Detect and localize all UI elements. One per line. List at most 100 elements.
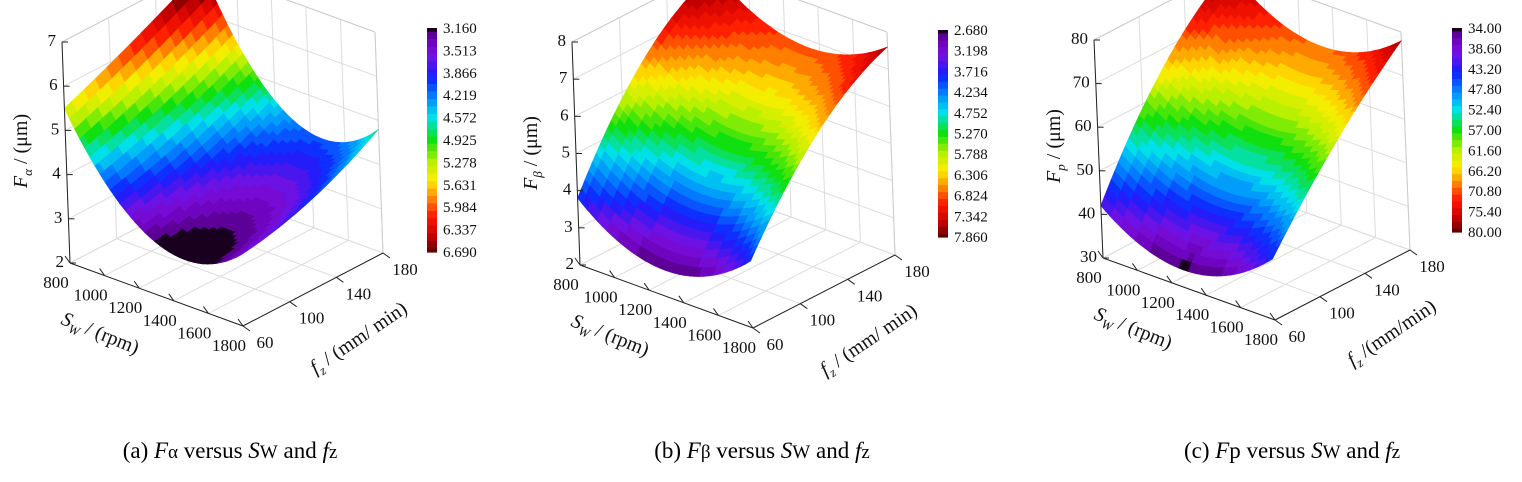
fz-tick-label: 60 — [257, 333, 274, 352]
colorbar-segment — [1452, 48, 1462, 53]
colorbar-segment — [938, 185, 948, 190]
colorbar-tick-label: 5.270 — [954, 127, 988, 143]
colorbar-tick-label: 7.860 — [954, 230, 988, 246]
sw-tick-label: 1400 — [653, 313, 687, 332]
colorbar-segment — [1452, 201, 1462, 206]
colorbar-segment — [1452, 65, 1462, 70]
fz-tick-label: 60 — [767, 335, 784, 354]
caption-segment: (a) — [122, 438, 154, 463]
colorbar-segment — [427, 106, 437, 111]
fz-tick-label: 100 — [810, 311, 836, 330]
top-left-edge — [571, 0, 655, 43]
colorbar-segment — [938, 181, 948, 186]
fz-tick — [289, 301, 297, 308]
colorbar-segment — [1452, 92, 1462, 97]
colorbar-segment — [938, 233, 948, 238]
colorbar-segment — [1452, 181, 1462, 185]
colorbar-segment — [1452, 215, 1462, 219]
colorbar-segment — [1452, 62, 1462, 66]
colorbar-segment — [938, 164, 948, 169]
sw-tick — [1097, 250, 1104, 259]
sw-axis-title-unit: / (rpm) — [587, 318, 652, 361]
floor-gridline — [1205, 224, 1342, 296]
sw-tick-label: 1200 — [618, 300, 652, 319]
colorbar-segment — [938, 102, 948, 107]
colorbar-segment — [938, 178, 948, 183]
colorbar-segment — [938, 195, 948, 200]
colorbar-segment — [1452, 68, 1462, 73]
colorbar-segment — [938, 99, 948, 104]
z-tick-label: 5 — [51, 119, 60, 138]
caption-b: (b) Fβ versus SW and fz — [654, 438, 870, 464]
colorbar-tick-label: 80.00 — [1468, 225, 1502, 241]
fz-tick — [242, 325, 251, 332]
colorbar-segment — [938, 40, 948, 45]
floor-gridline — [718, 241, 861, 316]
top-back-edge — [285, 0, 376, 33]
colorbar-segment — [427, 248, 437, 253]
colorbar-segment — [938, 136, 948, 141]
colorbar-segment — [938, 130, 948, 135]
colorbar-segment — [427, 169, 437, 175]
fz-tick-label: 100 — [1329, 304, 1355, 323]
caption-segment: f — [322, 438, 329, 463]
colorbar-segment — [1452, 150, 1462, 155]
colorbar-segment — [427, 140, 437, 145]
colorbar-tick-label: 2.680 — [954, 23, 988, 39]
back-wall-gridline — [203, 12, 377, 77]
colorbar-segment — [1452, 72, 1462, 77]
z-axis-title: Fβ / (μm) — [520, 116, 545, 191]
surface-mesh — [1100, 0, 1402, 277]
colorbar-segment — [427, 39, 437, 44]
colorbar-tick-label: 6.690 — [443, 245, 477, 261]
sw-tick — [1235, 300, 1242, 308]
colorbar-segment — [938, 43, 948, 48]
fz-tick — [1364, 272, 1373, 279]
colorbar-segment — [427, 147, 437, 152]
surface-mesh — [64, 0, 379, 265]
colorbar-segment — [938, 223, 948, 228]
colorbar-segment — [427, 162, 437, 167]
caption-segment: F — [153, 438, 169, 463]
fz-axis-line — [752, 254, 896, 329]
caption-segment: versus — [710, 438, 781, 463]
colorbar-segment — [427, 72, 437, 78]
sw-tick — [1131, 263, 1138, 271]
z-axis-title: Fp / (μm) — [1043, 109, 1068, 184]
colorbar-segment — [427, 95, 437, 100]
colorbar-tick-label: 3.716 — [954, 64, 988, 80]
z-tick-label: 2 — [566, 254, 575, 273]
colorbar-segment — [427, 188, 437, 193]
colorbar-segment — [938, 116, 948, 121]
colorbar-segment — [938, 71, 948, 76]
colorbar-segment — [427, 196, 437, 201]
back-right-edge — [374, 31, 384, 254]
sw-axis-line — [1102, 257, 1276, 321]
caption-segment: z — [328, 442, 338, 463]
colorbar-segment — [1452, 221, 1462, 226]
fz-tick-label: 140 — [857, 286, 883, 305]
colorbar-segment — [1452, 177, 1462, 182]
colorbar-segment — [1452, 99, 1462, 104]
colorbar-segment — [427, 28, 437, 33]
colorbar-segment — [427, 210, 437, 216]
colorbar-segment — [938, 192, 948, 197]
fz-tick — [894, 254, 903, 261]
colorbar-tick-label: 66.20 — [1468, 164, 1502, 180]
z-tick-label: 4 — [563, 180, 572, 199]
colorbar-segment — [1452, 102, 1462, 107]
colorbar-segment — [427, 117, 437, 122]
colorbar-segment — [1452, 218, 1462, 223]
colorbar-tick-label: 4.925 — [443, 133, 477, 149]
caption-segment: S — [1311, 438, 1323, 463]
colorbar-segment — [427, 192, 437, 197]
caption-segment: f — [1385, 438, 1392, 463]
fz-tick — [382, 252, 391, 259]
colorbar-segment — [1452, 113, 1462, 117]
colorbar-segment — [938, 54, 948, 59]
colorbar-segment — [427, 91, 437, 96]
colorbar-segment — [1452, 208, 1462, 213]
colorbar-segment — [427, 222, 437, 227]
